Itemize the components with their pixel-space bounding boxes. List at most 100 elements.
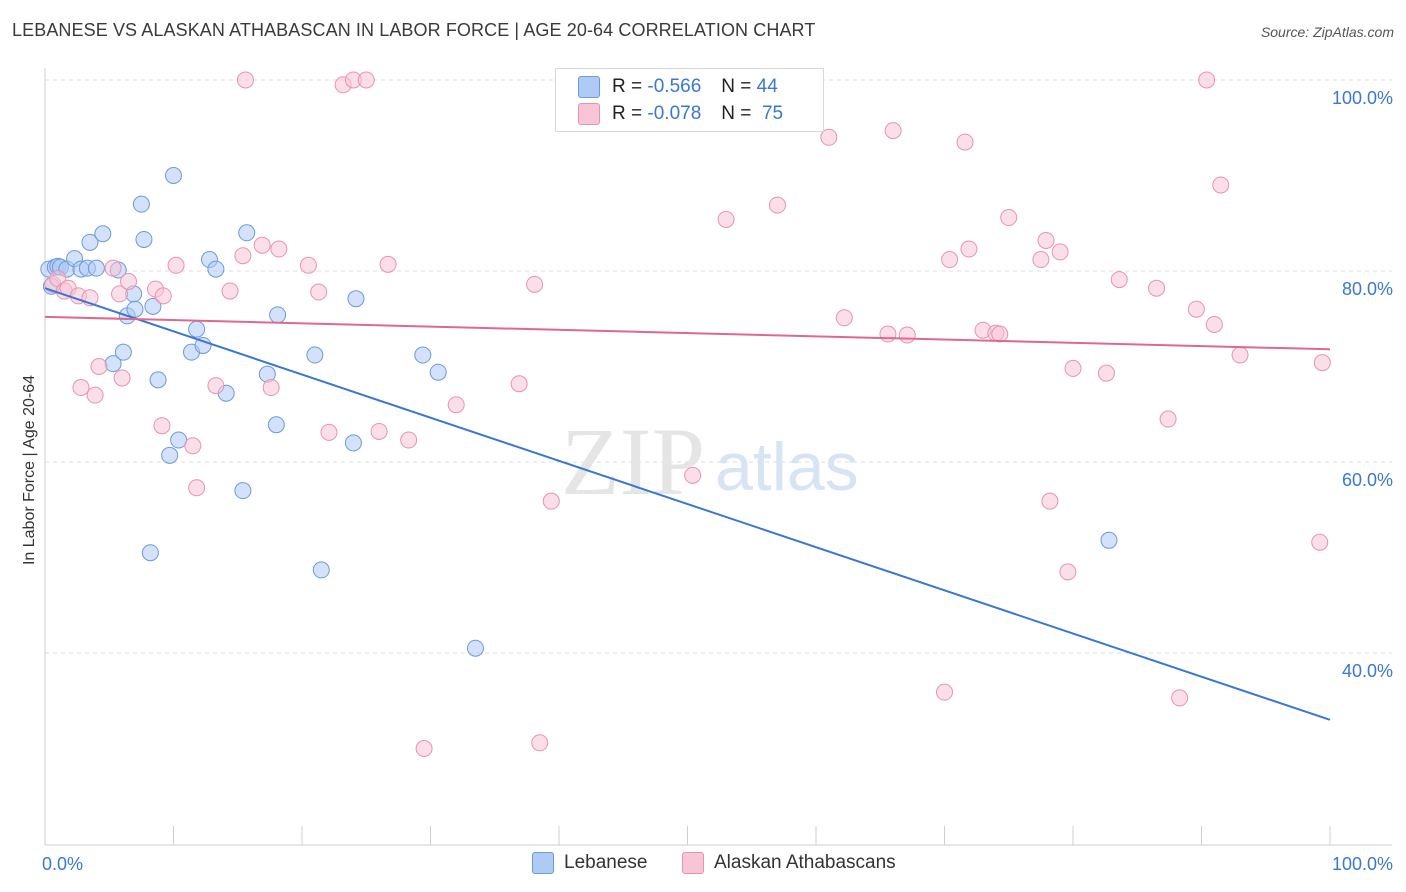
lebanese-point xyxy=(94,225,112,243)
athabascan-point xyxy=(1212,176,1230,194)
athabascan-point xyxy=(370,422,388,440)
athabascan-point xyxy=(936,683,953,701)
athabascan-point xyxy=(991,325,1009,343)
athabascan-point xyxy=(1205,315,1223,333)
lebanese-point xyxy=(269,306,287,324)
athabascan-trend-line xyxy=(44,315,1331,351)
lebanese-point xyxy=(267,416,285,434)
athabascan-point xyxy=(956,133,974,151)
athabascan-point xyxy=(221,282,239,300)
athabascan-point xyxy=(684,466,702,484)
lebanese-point xyxy=(87,259,105,277)
legend-item-lebanese: Lebanese xyxy=(532,852,647,874)
lebanese-point xyxy=(170,431,188,449)
y-tick-label: 80.0% xyxy=(1342,279,1393,299)
athabascan-point xyxy=(86,386,104,404)
lebanese-point xyxy=(207,260,225,278)
legend-row-lebanese: R = -0.566 N = 44 xyxy=(578,74,778,100)
athabascan-point xyxy=(310,283,328,301)
athabascan-point xyxy=(879,325,897,343)
athabascan-point xyxy=(1064,359,1082,377)
watermark-atlas: atlas xyxy=(715,429,859,505)
athabascan-point xyxy=(1041,492,1059,510)
stats-legend: R = -0.566 N = 44 R = -0.078 N = 75 xyxy=(555,68,824,132)
lebanese-point xyxy=(149,371,167,389)
axes xyxy=(44,68,1392,846)
athabascan-point xyxy=(510,375,528,393)
athabascan-point xyxy=(768,196,786,214)
athabascan-point xyxy=(1051,243,1069,261)
x-tick-label: 0.0% xyxy=(42,854,83,874)
athabascan-point xyxy=(111,285,129,303)
data-points xyxy=(40,71,1331,757)
lebanese-point xyxy=(81,233,99,251)
lebanese-point xyxy=(1100,531,1118,549)
athabascan-point xyxy=(1171,689,1189,707)
athabascan-point xyxy=(1097,364,1115,382)
athabascan-point xyxy=(941,251,959,269)
r-label: R = xyxy=(612,76,643,97)
athabascan-point xyxy=(400,431,418,449)
athabascan-point xyxy=(415,740,433,757)
athabascan-point xyxy=(1037,231,1055,249)
lebanese-point xyxy=(144,297,162,315)
athabascan-point xyxy=(154,287,172,305)
athabascan-point xyxy=(184,437,202,455)
athabascan-point xyxy=(188,479,206,497)
legend-label: Alaskan Athabascans xyxy=(714,852,896,873)
athabascan-point xyxy=(357,71,375,89)
athabascan-point xyxy=(1000,209,1018,227)
y-gridlines xyxy=(45,79,1392,654)
lebanese-swatch xyxy=(532,852,554,874)
athabascan-point xyxy=(153,417,171,435)
tick-labels: 100.0% 80.0% 60.0% 40.0% 0.0% 100.0% xyxy=(42,88,1393,874)
lebanese-point xyxy=(466,639,484,657)
athabascan-point xyxy=(379,255,397,273)
lebanese-point xyxy=(161,446,179,464)
athabascan-point xyxy=(1148,279,1166,297)
athabascan-point xyxy=(1231,346,1249,364)
n-value: 44 xyxy=(756,76,778,97)
n-value: 75 xyxy=(761,103,784,124)
athabascan-point xyxy=(1198,71,1216,89)
athabascan-point xyxy=(1110,271,1128,289)
athabascan-point xyxy=(72,379,90,397)
x-tick-label: 100.0% xyxy=(1332,854,1393,874)
athabascan-point xyxy=(960,240,978,258)
lebanese-point xyxy=(114,343,132,361)
lebanese-point xyxy=(429,363,447,381)
athabascan-point xyxy=(835,309,853,327)
chart-title: LEBANESE VS ALASKAN ATHABASCAN IN LABOR … xyxy=(12,20,816,40)
n-label: N = xyxy=(721,76,752,97)
n-label: N = xyxy=(721,103,752,124)
athabascan-point xyxy=(262,379,280,397)
athabascan-point xyxy=(90,358,108,375)
trend-lines xyxy=(44,287,1331,721)
legend-label: Lebanese xyxy=(564,852,648,873)
source-label: Source: ZipAtlas.com xyxy=(1260,24,1394,40)
athabascan-point xyxy=(1059,563,1077,581)
lebanese-point xyxy=(414,346,432,364)
r-value: -0.566 xyxy=(647,76,702,97)
lebanese-point xyxy=(234,482,252,500)
lebanese-point xyxy=(135,230,153,248)
lebanese-point xyxy=(306,346,324,364)
athabascan-point xyxy=(1159,410,1177,428)
athabascan-swatch xyxy=(682,852,704,874)
r-value: -0.078 xyxy=(647,103,702,124)
y-axis-label: In Labor Force | Age 20-64 xyxy=(21,374,38,566)
r-label: R = xyxy=(612,103,643,124)
lebanese-point xyxy=(312,561,330,579)
athabascan-point xyxy=(884,122,902,140)
athabascan-point xyxy=(898,326,916,344)
athabascan-swatch xyxy=(578,103,600,125)
watermark-zip: ZIP xyxy=(561,408,705,515)
athabascan-point xyxy=(542,492,560,510)
athabascan-point xyxy=(526,275,544,293)
legend-row-athabascan: R = -0.078 N = 75 xyxy=(578,101,783,127)
athabascan-point xyxy=(113,369,131,387)
lebanese-trend-line xyxy=(44,287,1331,721)
athabascan-point xyxy=(1187,300,1205,318)
lebanese-point xyxy=(132,195,150,213)
